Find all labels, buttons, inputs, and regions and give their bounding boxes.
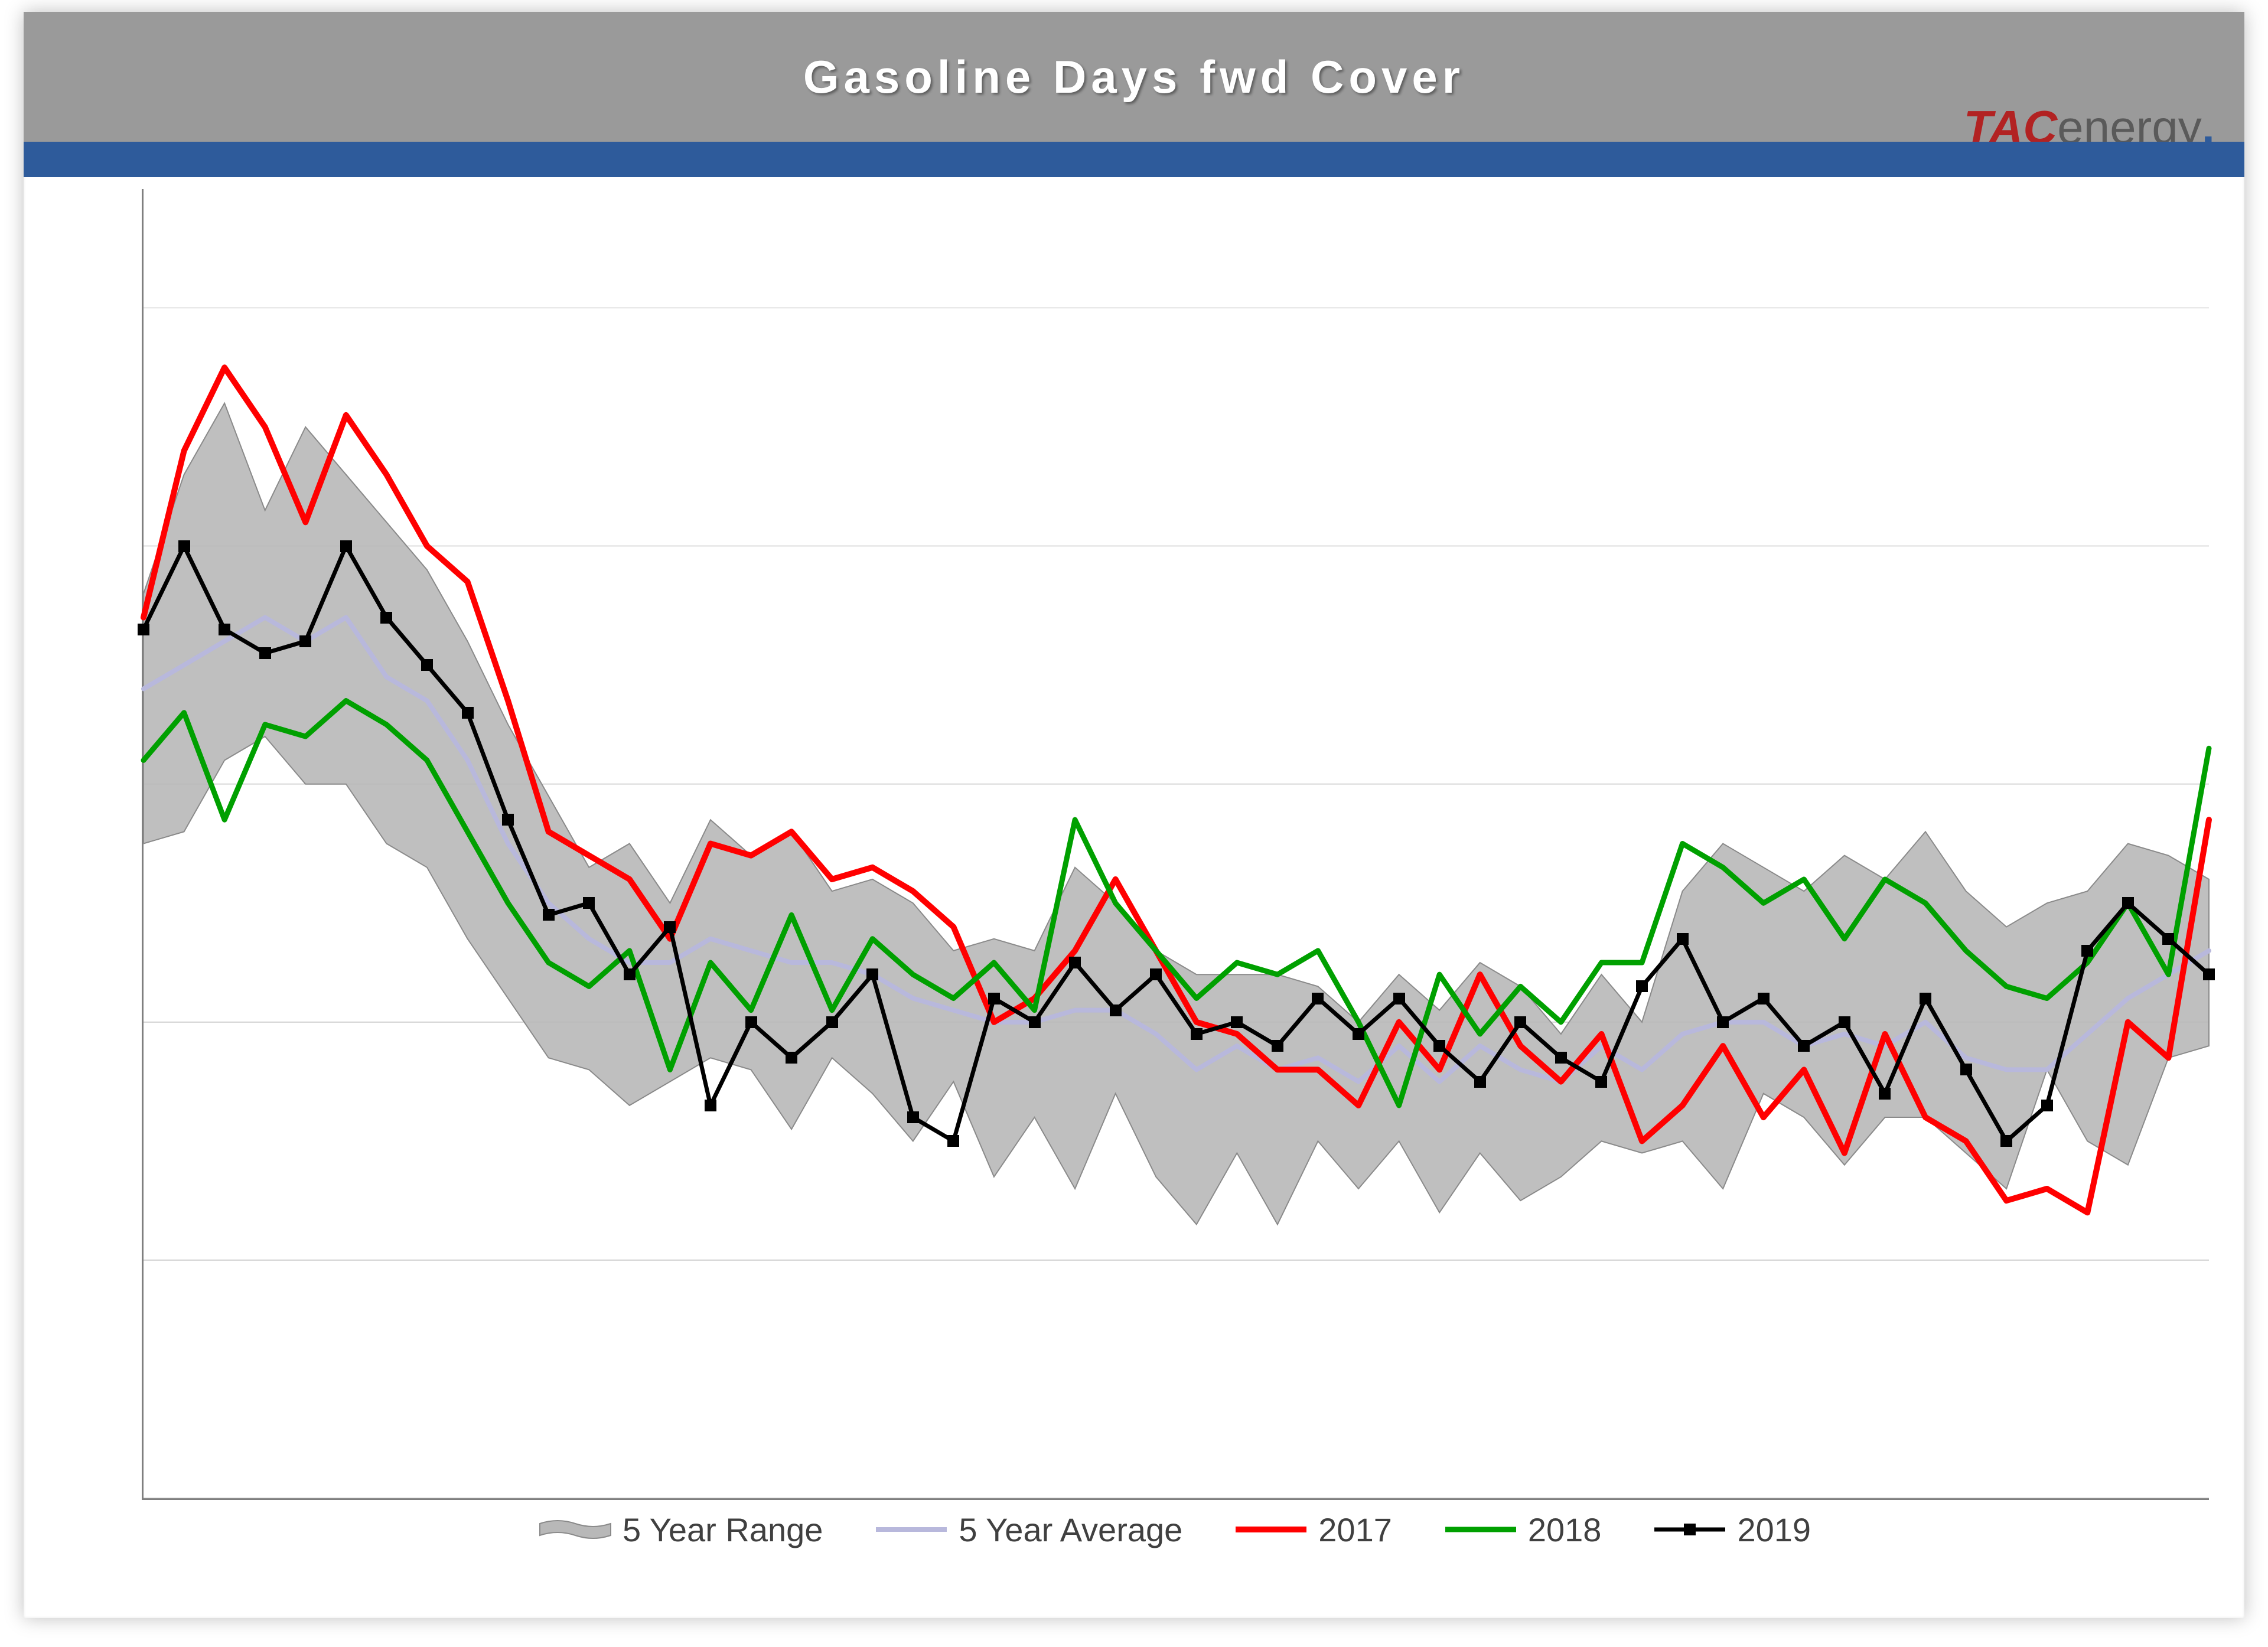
marker-2019 <box>2081 945 2093 957</box>
marker-2019 <box>1150 968 1162 980</box>
marker-2019 <box>866 968 878 980</box>
legend-item: 2017 <box>1236 1511 1392 1549</box>
marker-2019 <box>2203 968 2215 980</box>
legend-label: 2017 <box>1318 1511 1392 1549</box>
title-bar: Gasoline Days fwd Cover <box>24 12 2244 142</box>
legend-item: 5 Year Average <box>876 1511 1182 1549</box>
legend-item: 5 Year Range <box>540 1511 823 1549</box>
marker-2019 <box>1110 1004 1122 1016</box>
chart-svg <box>144 189 2209 1498</box>
marker-2019 <box>664 921 676 933</box>
marker-2019 <box>826 1016 838 1028</box>
chart-container: Gasoline Days fwd Cover TACenergy. 5 Yea… <box>24 12 2244 1618</box>
marker-2019 <box>1474 1076 1486 1088</box>
legend-swatch <box>876 1518 947 1541</box>
marker-2019 <box>786 1052 797 1064</box>
marker-2019 <box>907 1111 919 1123</box>
marker-2019 <box>178 540 190 552</box>
legend-swatch <box>540 1518 611 1541</box>
legend-label: 5 Year Range <box>623 1511 823 1549</box>
marker-2019 <box>705 1100 716 1111</box>
marker-2019 <box>219 624 230 635</box>
legend-label: 5 Year Average <box>959 1511 1182 1549</box>
marker-2019 <box>2000 1135 2012 1147</box>
marker-2019 <box>1191 1028 1203 1040</box>
marker-2019 <box>138 624 149 635</box>
marker-2019 <box>1312 993 1324 1004</box>
marker-2019 <box>624 968 636 980</box>
marker-2019 <box>1758 993 1770 1004</box>
marker-2019 <box>947 1135 959 1147</box>
marker-2019 <box>1960 1064 1972 1075</box>
marker-2019 <box>543 909 555 921</box>
legend-item: 2019 <box>1654 1511 1811 1549</box>
blue-accent-band <box>24 142 2244 177</box>
legend-swatch <box>1654 1518 1725 1541</box>
marker-2019 <box>502 814 514 826</box>
marker-2019 <box>1433 1040 1445 1052</box>
marker-2019 <box>462 707 474 719</box>
legend-item: 2018 <box>1445 1511 1602 1549</box>
marker-2019 <box>745 1016 757 1028</box>
marker-2019 <box>1353 1028 1364 1040</box>
marker-2019 <box>1920 993 1931 1004</box>
legend-swatch <box>1236 1518 1306 1541</box>
marker-2019 <box>1595 1076 1607 1088</box>
plot-area <box>142 189 2209 1500</box>
marker-2019 <box>259 647 271 659</box>
marker-2019 <box>380 612 392 624</box>
legend-swatch <box>1445 1518 1516 1541</box>
marker-2019 <box>2122 897 2134 909</box>
marker-2019 <box>1555 1052 1567 1064</box>
chart-title: Gasoline Days fwd Cover <box>803 50 1465 104</box>
legend: 5 Year Range 5 Year Average 2017 2018 2019 <box>142 1506 2209 1553</box>
marker-2019 <box>1879 1088 1891 1100</box>
legend-label: 2019 <box>1737 1511 1811 1549</box>
marker-2019 <box>1798 1040 1810 1052</box>
marker-2019 <box>1393 993 1405 1004</box>
marker-2019 <box>1231 1016 1243 1028</box>
marker-2019 <box>1514 1016 1526 1028</box>
marker-2019 <box>299 635 311 647</box>
marker-2019 <box>1717 1016 1729 1028</box>
marker-2019 <box>1069 957 1081 968</box>
marker-2019 <box>583 897 595 909</box>
marker-2019 <box>1677 933 1689 945</box>
marker-2019 <box>340 540 352 552</box>
marker-2019 <box>988 993 1000 1004</box>
marker-2019 <box>421 659 433 671</box>
marker-2019 <box>1839 1016 1850 1028</box>
marker-2019 <box>2041 1100 2053 1111</box>
marker-2019 <box>1029 1016 1041 1028</box>
legend-label: 2018 <box>1528 1511 1602 1549</box>
marker-2019 <box>1636 980 1648 992</box>
marker-2019 <box>2162 933 2174 945</box>
marker-2019 <box>1272 1040 1283 1052</box>
